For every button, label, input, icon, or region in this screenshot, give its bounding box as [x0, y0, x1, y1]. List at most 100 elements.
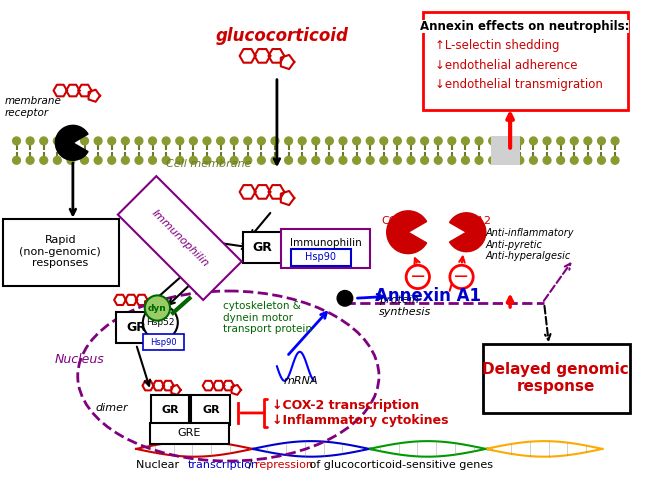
Circle shape	[557, 156, 565, 164]
Circle shape	[353, 156, 361, 164]
Circle shape	[12, 156, 20, 164]
FancyBboxPatch shape	[243, 232, 282, 264]
Circle shape	[502, 137, 510, 145]
Circle shape	[203, 137, 211, 145]
Circle shape	[530, 156, 538, 164]
Text: Annexin A1: Annexin A1	[374, 288, 480, 305]
Circle shape	[434, 137, 442, 145]
Text: glucocorticoid: glucocorticoid	[215, 27, 348, 45]
Text: cytoskeleton &
dynein motor
transport protein: cytoskeleton & dynein motor transport pr…	[224, 301, 313, 335]
Circle shape	[543, 137, 551, 145]
FancyBboxPatch shape	[281, 229, 370, 268]
FancyBboxPatch shape	[483, 344, 630, 413]
Circle shape	[143, 305, 178, 340]
Text: PLA2: PLA2	[464, 216, 492, 226]
Circle shape	[122, 156, 129, 164]
Circle shape	[570, 156, 578, 164]
FancyBboxPatch shape	[422, 12, 628, 110]
Circle shape	[189, 156, 197, 164]
Circle shape	[149, 137, 157, 145]
Text: Delayed genomic
response: Delayed genomic response	[482, 362, 629, 394]
Circle shape	[584, 156, 592, 164]
Text: Hsp90: Hsp90	[305, 252, 336, 263]
Text: protein
synthesis: protein synthesis	[379, 295, 431, 317]
Circle shape	[326, 156, 333, 164]
Text: Cell membrane: Cell membrane	[166, 159, 252, 169]
Circle shape	[475, 156, 483, 164]
FancyBboxPatch shape	[191, 396, 230, 425]
Circle shape	[12, 137, 20, 145]
Circle shape	[339, 137, 347, 145]
Text: Nuclear: Nuclear	[136, 460, 183, 470]
Circle shape	[149, 156, 157, 164]
Circle shape	[502, 156, 510, 164]
Circle shape	[516, 156, 524, 164]
Text: GR: GR	[126, 321, 146, 334]
Circle shape	[570, 137, 578, 145]
Circle shape	[489, 156, 497, 164]
Circle shape	[94, 137, 102, 145]
Circle shape	[448, 156, 456, 164]
Circle shape	[40, 137, 47, 145]
Circle shape	[244, 156, 252, 164]
Circle shape	[407, 137, 415, 145]
Circle shape	[353, 137, 361, 145]
Circle shape	[367, 137, 374, 145]
Text: GR: GR	[202, 405, 220, 415]
Circle shape	[135, 137, 143, 145]
Text: COX-2: COX-2	[382, 216, 415, 226]
Circle shape	[257, 156, 265, 164]
Wedge shape	[55, 125, 88, 160]
FancyBboxPatch shape	[143, 334, 184, 350]
Text: GRE: GRE	[178, 428, 201, 438]
Circle shape	[162, 156, 170, 164]
Text: /: /	[245, 460, 255, 470]
Text: Hsp52: Hsp52	[146, 318, 175, 327]
Text: ↓COX-2 transcription
↓Inflammatory cytokines: ↓COX-2 transcription ↓Inflammatory cytok…	[272, 399, 448, 427]
Circle shape	[108, 156, 116, 164]
Circle shape	[67, 156, 75, 164]
Circle shape	[380, 156, 387, 164]
Circle shape	[176, 156, 184, 164]
Circle shape	[135, 156, 143, 164]
Circle shape	[543, 156, 551, 164]
Text: −: −	[410, 267, 426, 287]
Circle shape	[597, 156, 605, 164]
Circle shape	[244, 137, 252, 145]
Text: ↓endothelial adherence: ↓endothelial adherence	[436, 59, 578, 72]
Circle shape	[230, 156, 238, 164]
FancyBboxPatch shape	[150, 423, 229, 444]
Circle shape	[312, 156, 320, 164]
Text: repression: repression	[255, 460, 313, 470]
Circle shape	[285, 156, 292, 164]
FancyBboxPatch shape	[3, 218, 118, 286]
Text: Nucleus: Nucleus	[55, 353, 105, 366]
Circle shape	[393, 156, 401, 164]
Text: Rapid
(non-genomic)
responses: Rapid (non-genomic) responses	[20, 235, 101, 268]
Circle shape	[298, 156, 306, 164]
Text: Anti-inflammatory
Anti-pyretic
Anti-hyperalgesic: Anti-inflammatory Anti-pyretic Anti-hype…	[486, 228, 575, 262]
Circle shape	[81, 156, 88, 164]
Circle shape	[189, 137, 197, 145]
Text: Immunophilin: Immunophilin	[290, 238, 361, 248]
Circle shape	[122, 137, 129, 145]
Circle shape	[380, 137, 387, 145]
Circle shape	[557, 137, 565, 145]
Circle shape	[339, 156, 347, 164]
Circle shape	[406, 265, 430, 288]
Circle shape	[67, 137, 75, 145]
Circle shape	[285, 137, 292, 145]
Circle shape	[421, 137, 428, 145]
Circle shape	[26, 156, 34, 164]
Circle shape	[611, 156, 619, 164]
Circle shape	[108, 137, 116, 145]
Circle shape	[367, 156, 374, 164]
Circle shape	[530, 137, 538, 145]
Circle shape	[337, 290, 353, 306]
Text: dyn: dyn	[148, 303, 167, 312]
Circle shape	[26, 137, 34, 145]
Circle shape	[40, 156, 47, 164]
Text: ↓endothelial transmigration: ↓endothelial transmigration	[436, 78, 603, 91]
Circle shape	[448, 137, 456, 145]
Bar	[491, 136, 520, 165]
